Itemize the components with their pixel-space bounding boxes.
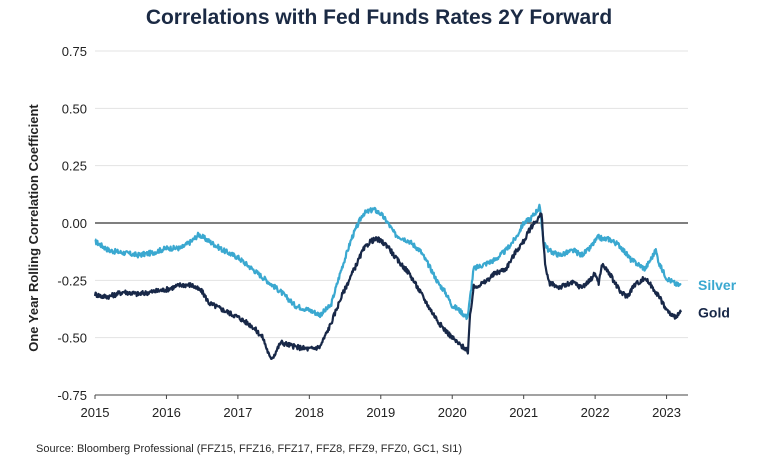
series-label-silver: Silver [698,277,737,293]
x-tick-label: 2016 [152,405,181,420]
x-tick-labels: 2015 2016 2017 2018 2019 2020 2021 2022 2023 [81,395,681,420]
x-tick-label: 2022 [581,405,610,420]
x-tick-label: 2020 [438,405,467,420]
y-tick-label: -0.50 [57,331,87,346]
gridlines [95,50,688,339]
y-tick-label: -0.25 [57,273,87,288]
y-tick-label: 0.75 [62,44,87,59]
y-tick-label: -0.75 [57,388,87,403]
y-tick-label: 0.25 [62,159,87,174]
series-line-gold [93,212,682,360]
x-tick-label: 2017 [223,405,252,420]
source-note: Source: Bloomberg Professional (FFZ15, F… [36,443,463,455]
x-tick-label: 2019 [366,405,395,420]
series-lines [93,203,682,360]
y-tick-labels: 0.75 0.50 0.25 0.00 -0.25 -0.50 -0.75 [57,44,87,403]
series-labels: Silver Gold [698,277,737,321]
y-axis-label: One Year Rolling Correlation Coefficient [26,104,41,352]
x-tick-label: 2015 [81,405,110,420]
series-line-silver [94,203,682,321]
x-tick-label: 2021 [509,405,538,420]
chart-title: Correlations with Fed Funds Rates 2Y For… [145,6,613,29]
line-chart: 0.75 0.50 0.25 0.00 -0.25 -0.50 -0.75 2015 2016… [26,44,737,420]
y-tick-label: 0.00 [62,216,87,231]
x-tick-label: 2023 [652,405,681,420]
y-tick-label: 0.50 [62,101,87,116]
x-tick-label: 2018 [295,405,324,420]
series-label-gold: Gold [698,304,730,320]
